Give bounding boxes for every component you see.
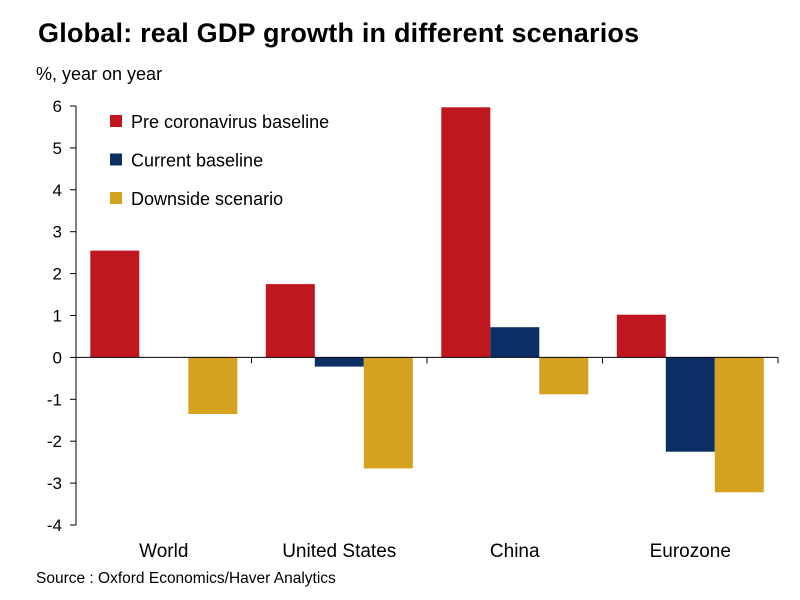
y-tick-label: 1: [53, 307, 62, 326]
bars-group: [90, 107, 764, 493]
bar-world-series-3: [188, 357, 238, 414]
bar-united-states-series-2: [314, 357, 364, 367]
bar-eurozone-series-3: [714, 357, 764, 493]
bar-eurozone-series-1: [616, 314, 666, 358]
y-tick-label: -3: [47, 474, 62, 493]
chart-title: Global: real GDP growth in different sce…: [38, 18, 640, 48]
bar-eurozone-series-2: [665, 357, 715, 452]
y-tick-label: 4: [53, 181, 62, 200]
y-tick-label: -2: [47, 432, 62, 451]
y-tick-label: 5: [53, 139, 62, 158]
bar-china-series-2: [490, 327, 540, 358]
y-tick-label: -4: [47, 516, 62, 535]
y-axis-label: %, year on year: [36, 64, 163, 84]
legend-label-2: Current baseline: [131, 151, 263, 171]
bar-china-series-1: [441, 107, 491, 358]
x-category-label: China: [490, 541, 540, 562]
source-note: Source : Oxford Economics/Haver Analytic…: [36, 570, 336, 587]
legend-label-3: Downside scenario: [131, 189, 283, 209]
y-tick-label: 2: [53, 265, 62, 284]
legend-swatch-1: [110, 115, 122, 127]
bar-united-states-series-3: [363, 357, 413, 469]
x-category-label: World: [139, 541, 188, 562]
axes-group: 6 5 4 3 2 1 0 -1 -2 -3 -4 World United States China Eu…: [47, 97, 779, 562]
y-tick-label: 3: [53, 223, 62, 242]
legend-swatch-2: [110, 153, 122, 166]
bar-united-states-series-1: [265, 284, 315, 358]
y-tick-label: -1: [47, 390, 62, 409]
bar-china-series-3: [539, 357, 589, 395]
x-category-label: United States: [282, 541, 396, 562]
legend: Pre coronavirus baseline Current baseline…: [110, 112, 329, 209]
x-category-label: Eurozone: [650, 541, 731, 562]
y-tick-label: 6: [53, 97, 62, 116]
y-tick-label: 0: [53, 348, 62, 367]
bar-world-series-1: [90, 250, 140, 358]
legend-label-1: Pre coronavirus baseline: [131, 112, 329, 132]
legend-swatch-3: [110, 192, 122, 204]
